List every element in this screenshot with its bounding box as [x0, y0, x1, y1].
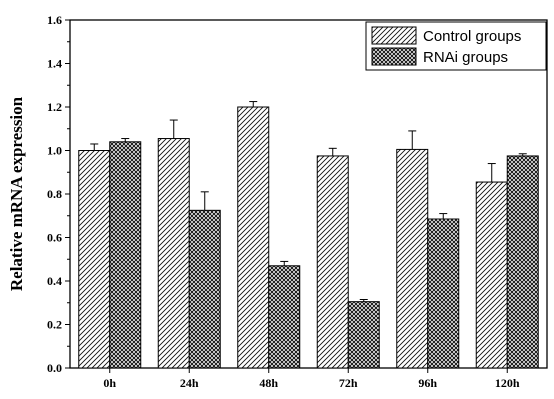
- bar-rnai: [427, 218, 460, 369]
- bar-rnai: [506, 155, 539, 369]
- legend-label: RNAi groups: [423, 49, 508, 66]
- bar-control: [316, 155, 349, 369]
- axes: 0.0 0.2 0.4 0.6 0.8 1.0 1.2 1.4 1.6 0h 24h 48h 72h 96…: [47, 13, 548, 390]
- legend-label: Control groups: [423, 28, 521, 45]
- y-tick-label: 0.6: [47, 231, 62, 245]
- y-tick-label: 1.6: [47, 13, 62, 27]
- x-tick-label: 120h: [495, 376, 520, 390]
- x-tick-label: 96h: [418, 376, 437, 390]
- bar-rnai: [268, 265, 301, 369]
- bar-control: [475, 181, 508, 369]
- error-bars: [90, 101, 527, 302]
- bar-rnai: [188, 209, 221, 369]
- bar-control: [396, 148, 429, 369]
- bar-control: [237, 106, 270, 369]
- legend-swatch: [371, 26, 417, 45]
- y-tick-label: 0.2: [47, 318, 62, 332]
- x-tick-label: 0h: [103, 376, 116, 390]
- legend-swatch: [371, 47, 417, 66]
- y-tick-label: 1.0: [47, 144, 62, 158]
- legend: Control groups RNAi groups: [365, 21, 547, 71]
- bar-rnai: [347, 301, 380, 369]
- y-tick-label: 1.2: [47, 100, 62, 114]
- y-tick-label: 0.4: [47, 274, 62, 288]
- x-tick-label: 72h: [339, 376, 358, 390]
- y-axis-label: Relative mRNA expression: [7, 96, 26, 291]
- bar-rnai: [109, 141, 142, 369]
- y-tick-label: 0.0: [47, 361, 62, 375]
- y-tick-label: 1.4: [47, 57, 62, 71]
- bars: [78, 106, 539, 369]
- x-tick-label: 24h: [180, 376, 199, 390]
- bar-control: [78, 150, 111, 369]
- y-tick-label: 0.8: [47, 187, 62, 201]
- x-tick-label: 48h: [259, 376, 278, 390]
- bar-control: [157, 138, 190, 369]
- plot-frame: [69, 19, 548, 369]
